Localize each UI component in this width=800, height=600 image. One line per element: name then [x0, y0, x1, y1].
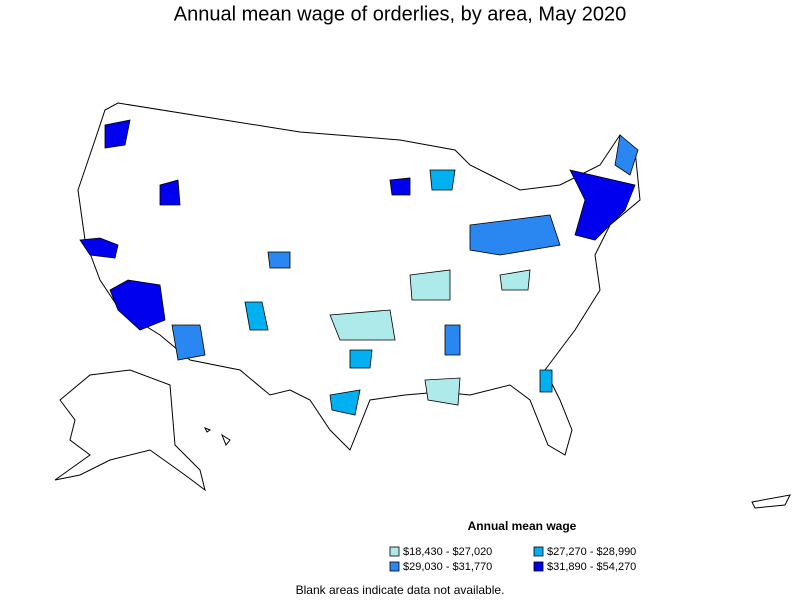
legend-label: $29,030 - $31,770 [403, 561, 492, 573]
legend-swatch [533, 546, 544, 557]
legend-label: $31,890 - $54,270 [547, 561, 636, 573]
legend-swatch [533, 561, 544, 572]
map [54, 102, 791, 509]
legend-swatch [389, 546, 400, 557]
legend: $18,430 - $27,020 $27,270 - $28,990 $29,03… [389, 546, 636, 573]
legend-swatch [389, 561, 400, 572]
legend-label: $18,430 - $27,020 [403, 546, 492, 558]
hawaii [203, 427, 231, 446]
legend-label: $27,270 - $28,990 [547, 546, 636, 558]
note: Blank areas indicate data not available. [296, 583, 505, 597]
alaska [54, 369, 206, 492]
contiguous-us [77, 102, 641, 456]
legend-title: Annual mean wage [468, 519, 577, 533]
puerto-rico [751, 494, 791, 509]
map-title: Annual mean wage of orderlies, by area, … [174, 3, 627, 25]
